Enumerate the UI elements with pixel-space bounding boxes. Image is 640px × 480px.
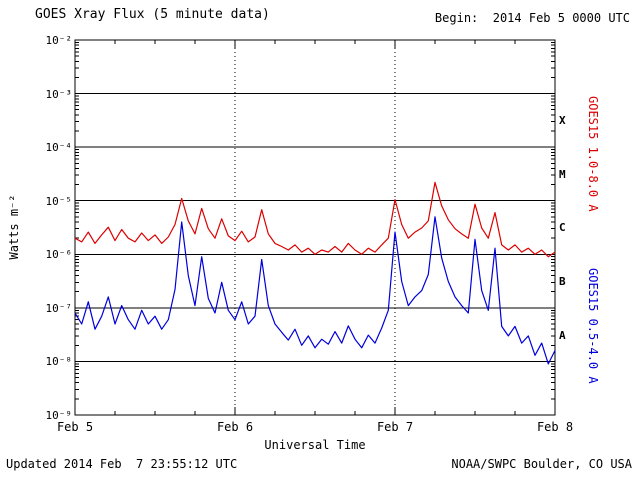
y-tick-label-1e-7: 10⁻⁷ [45, 302, 73, 315]
series-label-long-channel: GOES15 1.0-8.0 A [586, 96, 600, 212]
x-tick-label-feb8: Feb 8 [536, 420, 574, 434]
y-tick-label-1e-5: 10⁻⁵ [45, 195, 73, 208]
x-axis-title: Universal Time [264, 438, 366, 452]
flare-class-b: B [559, 275, 566, 288]
y-tick-label-1e-8: 10⁻⁸ [45, 355, 73, 368]
series-line-long [74, 181, 556, 258]
x-tick-label-feb5: Feb 5 [56, 420, 94, 434]
y-tick-label-1e-9: 10⁻⁹ [45, 409, 73, 422]
flare-class-c: C [559, 221, 566, 234]
updated-timestamp: Updated 2014 Feb 7 23:55:12 UTC [6, 457, 238, 471]
y-tick-label-1e-3: 10⁻³ [45, 88, 73, 101]
series-line-short [74, 216, 556, 365]
chart-title: GOES Xray Flux (5 minute data) [35, 7, 270, 22]
begin-time-label: Begin: 2014 Feb 5 0000 UTC [434, 11, 630, 25]
flare-class-a: A [559, 329, 566, 342]
y-axis-title: Watts m⁻² [7, 194, 21, 260]
y-tick-label-1e-4: 10⁻⁴ [45, 141, 73, 154]
flare-class-x: X [559, 114, 566, 127]
series-label-short-channel: GOES15 0.5-4.0 A [586, 268, 600, 384]
y-tick-label-1e-6: 10⁻⁶ [45, 248, 73, 261]
flare-class-m: M [559, 168, 566, 181]
y-tick-label-1e-2: 10⁻² [45, 34, 73, 47]
noaa-credit: NOAA/SWPC Boulder, CO USA [451, 457, 632, 471]
x-tick-label-feb7: Feb 7 [376, 420, 414, 434]
x-tick-label-feb6: Feb 6 [216, 420, 254, 434]
